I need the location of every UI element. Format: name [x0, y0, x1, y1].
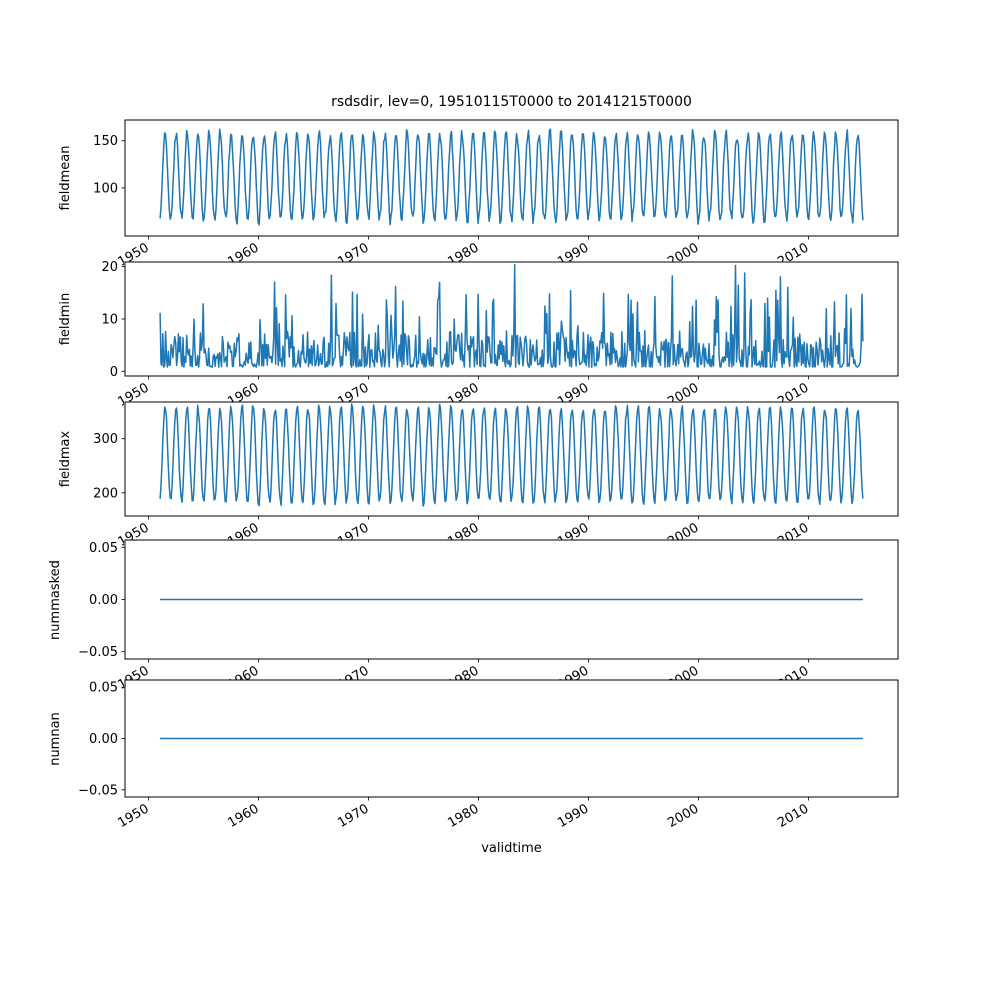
ylabel-fieldmin: fieldmin	[58, 292, 73, 346]
svg-text:20: 20	[101, 260, 118, 275]
svg-text:1950: 1950	[115, 801, 151, 831]
svg-text:0: 0	[110, 365, 118, 380]
svg-text:0.00: 0.00	[89, 732, 118, 747]
svg-text:−0.05: −0.05	[78, 645, 118, 660]
svg-text:1990: 1990	[555, 801, 591, 831]
svg-text:−0.05: −0.05	[78, 783, 118, 798]
svg-text:1980: 1980	[445, 801, 481, 831]
svg-text:0.05: 0.05	[89, 541, 118, 556]
figure-title: rsdsdir, lev=0, 19510115T0000 to 2014121…	[331, 94, 692, 110]
svg-text:150: 150	[93, 134, 118, 149]
svg-text:1970: 1970	[335, 801, 371, 831]
svg-text:300: 300	[93, 432, 118, 447]
svg-text:2010: 2010	[775, 801, 811, 831]
svg-text:1960: 1960	[225, 801, 261, 831]
ylabel-nummasked: nummasked	[48, 560, 63, 640]
svg-text:100: 100	[93, 181, 118, 196]
ylabel-numnan: numnan	[48, 712, 63, 766]
ylabel-fieldmean: fieldmean	[58, 145, 73, 211]
svg-text:200: 200	[93, 486, 118, 501]
svg-text:0.05: 0.05	[89, 681, 118, 696]
ylabel-fieldmax: fieldmax	[58, 430, 73, 488]
svg-text:10: 10	[101, 313, 118, 328]
svg-text:2000: 2000	[665, 801, 701, 831]
svg-text:0.00: 0.00	[89, 593, 118, 608]
xlabel-validtime: validtime	[481, 841, 542, 856]
